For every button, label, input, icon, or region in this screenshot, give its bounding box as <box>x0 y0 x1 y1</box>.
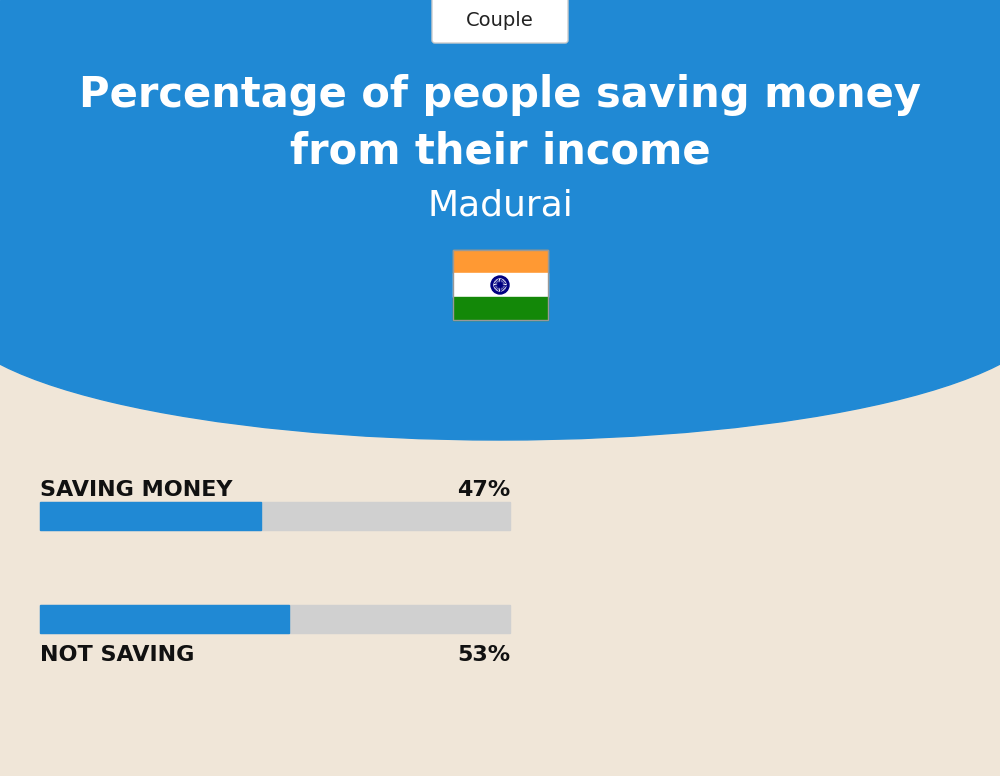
Bar <box>452 250 548 273</box>
Circle shape <box>494 279 506 291</box>
Circle shape <box>498 283 502 287</box>
Text: Madurai: Madurai <box>427 188 573 222</box>
Text: Couple: Couple <box>466 11 534 29</box>
Text: Percentage of people saving money: Percentage of people saving money <box>79 74 921 116</box>
Circle shape <box>491 276 509 294</box>
Bar <box>40 502 510 530</box>
Text: 53%: 53% <box>457 645 510 665</box>
Text: from their income: from their income <box>290 131 710 173</box>
Bar <box>40 605 510 633</box>
Text: NOT SAVING: NOT SAVING <box>40 645 194 665</box>
Bar <box>452 296 548 320</box>
Bar <box>40 502 261 530</box>
Bar <box>0 0 1000 310</box>
Text: 47%: 47% <box>457 480 510 500</box>
FancyBboxPatch shape <box>432 0 568 43</box>
Bar <box>452 250 548 320</box>
Ellipse shape <box>0 180 1000 440</box>
Bar <box>452 273 548 296</box>
Bar <box>40 605 289 633</box>
Text: SAVING MONEY: SAVING MONEY <box>40 480 232 500</box>
